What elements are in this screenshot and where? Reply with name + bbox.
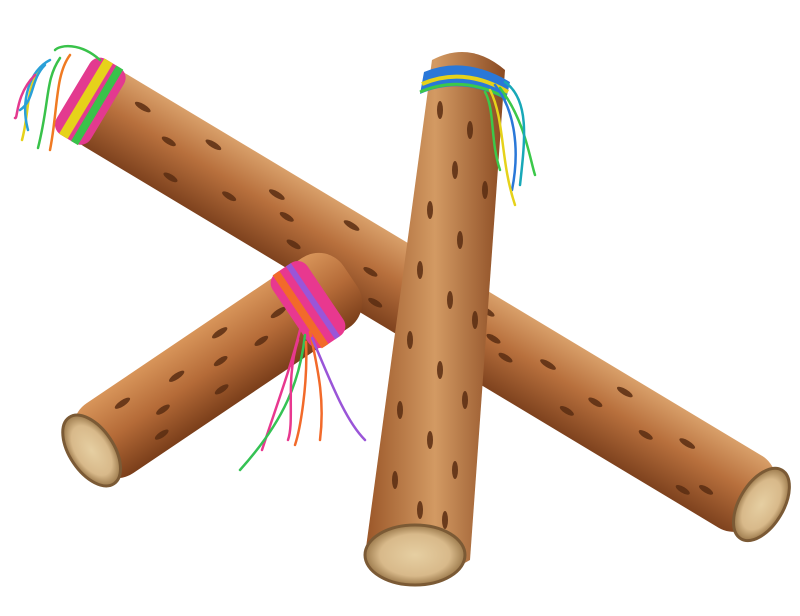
short-rainstick xyxy=(61,252,367,488)
upright-rainstick-end xyxy=(363,523,467,587)
short-rainstick-yarn-wrap xyxy=(270,261,346,349)
long-rainstick-yarn-wrap xyxy=(54,57,126,146)
long-rainstick-yarn-tassel xyxy=(13,44,102,152)
short-rainstick-end xyxy=(61,413,122,488)
upright-rainstick-body xyxy=(365,52,505,574)
long-rainstick-end xyxy=(732,466,791,543)
upright-rainstick-pits xyxy=(392,101,488,529)
short-rainstick-yarn-tassel xyxy=(238,328,367,472)
upright-rainstick-yarn-tassel xyxy=(483,80,537,207)
upright-rainstick xyxy=(363,52,537,587)
